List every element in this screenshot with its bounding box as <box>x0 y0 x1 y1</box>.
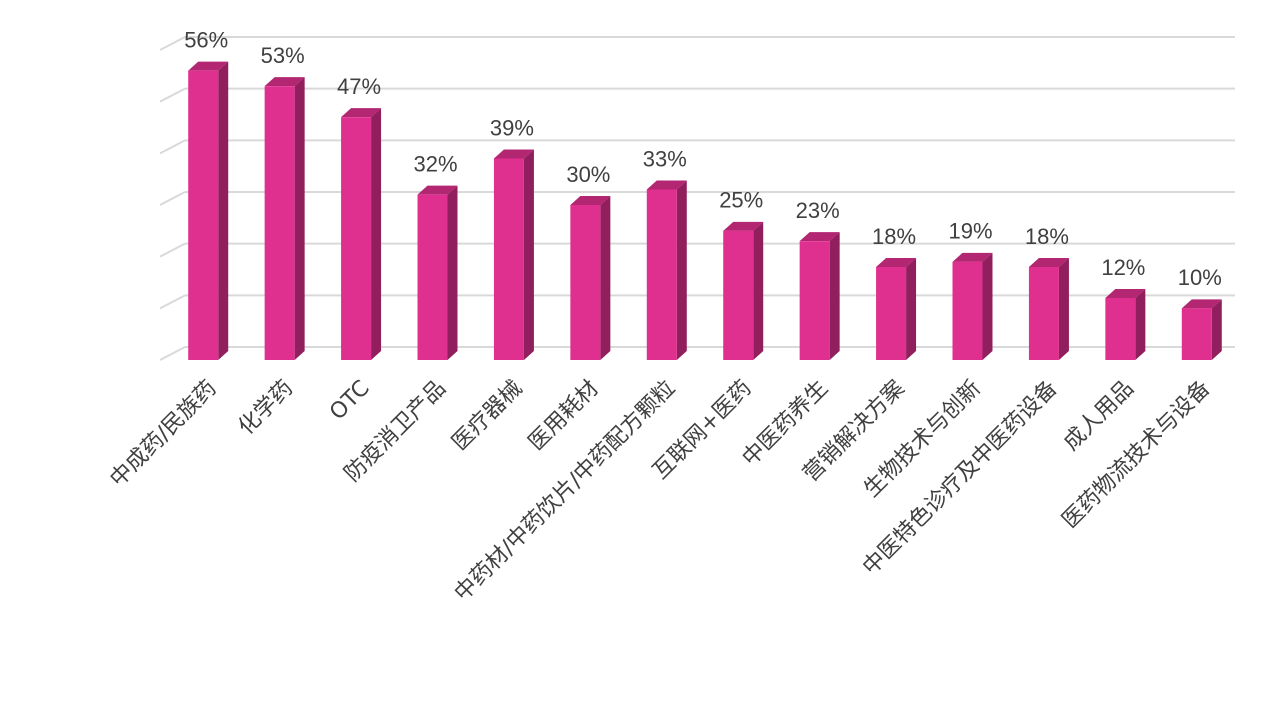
bar <box>646 189 677 360</box>
data-label: 53% <box>261 43 305 68</box>
bar-top <box>417 185 458 195</box>
data-label: 33% <box>643 146 687 171</box>
bar <box>570 205 601 360</box>
bar-top <box>341 108 382 118</box>
data-label: 18% <box>872 224 916 249</box>
grid-line-floor <box>159 87 186 103</box>
data-label: 39% <box>490 115 534 140</box>
grid-line-floor <box>159 139 186 155</box>
bar-side <box>1211 299 1222 360</box>
x-tick-label: 化学药 <box>234 376 298 440</box>
data-label: 30% <box>566 162 610 187</box>
bar <box>723 230 754 360</box>
bar <box>341 117 372 361</box>
bar <box>1181 308 1212 360</box>
data-label: 18% <box>1025 224 1069 249</box>
data-label: 19% <box>948 219 992 244</box>
bar-side <box>371 108 382 361</box>
bar-top <box>952 252 993 262</box>
bar <box>188 70 219 361</box>
bar-side <box>906 258 917 360</box>
bar <box>1028 267 1059 360</box>
grid-line-floor <box>159 242 186 258</box>
bar-side <box>1135 289 1146 360</box>
x-tick-label: 医用耗材 <box>524 376 604 456</box>
x-tick-label: 医药物流技术与设备 <box>1058 376 1216 534</box>
bar <box>264 86 295 361</box>
bar-side <box>218 61 229 361</box>
x-tick-label: 成人用品 <box>1059 376 1139 456</box>
bar-side <box>829 232 840 360</box>
x-tick-label: OTC <box>325 376 374 425</box>
bar-top <box>646 180 687 190</box>
bar <box>1105 298 1136 360</box>
x-tick-label: 医疗器械 <box>447 376 527 456</box>
x-tick-label: 中成药/民族药 <box>105 376 221 492</box>
bar-side <box>982 252 993 360</box>
data-label: 10% <box>1178 265 1222 290</box>
bar-top <box>799 232 840 242</box>
bar-top <box>1105 289 1146 298</box>
data-label: 12% <box>1101 255 1145 280</box>
grid-line-floor <box>159 346 186 361</box>
data-label: 23% <box>796 198 840 223</box>
bar-top <box>876 258 917 267</box>
bar-side <box>523 149 534 360</box>
bar-top <box>1181 299 1222 309</box>
data-label: 25% <box>719 188 763 213</box>
bar-side <box>447 185 458 360</box>
bar-top <box>723 221 764 231</box>
bar-top <box>493 149 534 159</box>
bar <box>952 261 983 360</box>
data-label: 32% <box>413 151 457 176</box>
bar-top <box>570 196 611 205</box>
bar <box>493 158 524 360</box>
bar <box>799 241 830 360</box>
bar <box>876 267 907 360</box>
data-label: 56% <box>184 27 228 52</box>
bar-top <box>188 61 229 71</box>
grid-line-floor <box>159 36 186 51</box>
bar-side <box>1058 258 1069 360</box>
bar-top <box>264 77 305 87</box>
grid-line-floor <box>159 191 186 206</box>
bar-side <box>294 77 305 361</box>
grid-line-floor <box>159 294 186 310</box>
bar-top <box>1028 258 1069 267</box>
bar-side <box>600 196 611 360</box>
data-label: 47% <box>337 74 381 99</box>
bar-side <box>753 221 764 360</box>
bar <box>417 194 448 360</box>
bar-side <box>676 180 687 360</box>
